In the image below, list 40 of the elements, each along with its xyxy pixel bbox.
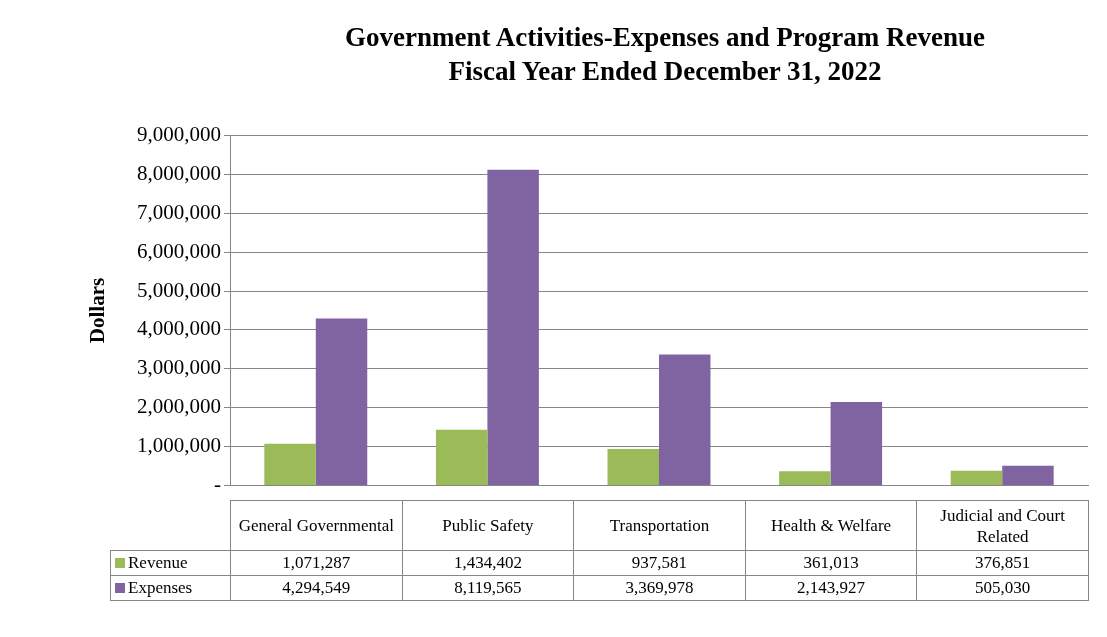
data-label: 4,294,549 (230, 575, 403, 601)
bar (950, 470, 1003, 485)
bar (830, 402, 883, 485)
y-axis-title: Dollars (85, 277, 110, 344)
y-tick-label: 3,000,000 (137, 355, 221, 380)
bar (659, 354, 711, 485)
data-label: 937,581 (573, 550, 746, 576)
legend-label: Revenue (110, 550, 231, 576)
data-label: 2,143,927 (745, 575, 917, 601)
y-tick-label: 1,000,000 (137, 433, 221, 458)
bar (435, 429, 488, 485)
x-tick-label: Health & Welfare (745, 500, 917, 551)
chart-subtitle: Fiscal Year Ended December 31, 2022 (447, 55, 883, 88)
y-tick-label: - (214, 471, 221, 496)
bar (1002, 465, 1054, 485)
x-tick-label: Public Safety (402, 500, 574, 551)
x-tick-label: Judicial and Court Related (916, 500, 1089, 551)
bar (607, 448, 659, 485)
y-tick-label: 2,000,000 (137, 394, 221, 419)
bar (779, 471, 831, 485)
y-tick-label: 9,000,000 (137, 122, 221, 147)
data-label: 3,369,978 (573, 575, 746, 601)
x-tick-label: General Governmental (230, 500, 403, 551)
chart-title: Government Activities-Expenses and Program Revenue (344, 21, 986, 54)
data-label: 505,030 (916, 575, 1089, 601)
legend-label: Expenses (110, 575, 231, 601)
x-tick-label: Transportation (573, 500, 746, 551)
data-label: 8,119,565 (402, 575, 574, 601)
data-label: 376,851 (916, 550, 1089, 576)
y-tick-label: 7,000,000 (137, 199, 221, 224)
y-tick-label: 4,000,000 (137, 316, 221, 341)
bar (487, 169, 539, 485)
data-label: 1,071,287 (230, 550, 403, 576)
y-tick-label: 8,000,000 (137, 160, 221, 185)
bar (264, 443, 316, 485)
data-label: 1,434,402 (402, 550, 574, 576)
data-label: 361,013 (745, 550, 917, 576)
y-tick-label: 5,000,000 (137, 277, 221, 302)
bar (315, 318, 368, 485)
y-tick-label: 6,000,000 (137, 238, 221, 263)
